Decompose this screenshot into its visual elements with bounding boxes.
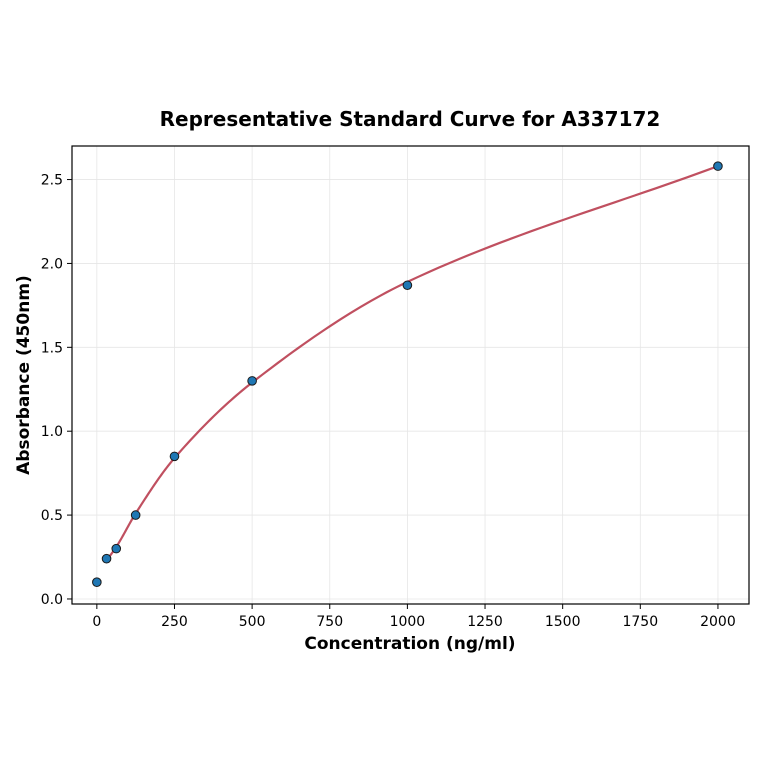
fit-curve-line [105, 165, 719, 562]
chart-title: Representative Standard Curve for A33717… [160, 107, 661, 131]
x-tick-label: 1500 [545, 614, 581, 630]
x-tick-label: 0 [92, 614, 101, 630]
data-point [402, 280, 413, 291]
plot-frame [71, 145, 750, 605]
x-tick-label: 500 [239, 614, 266, 630]
y-tick-label: 0.0 [41, 592, 63, 608]
data-point [247, 376, 257, 386]
y-tick-label: 1.5 [41, 340, 63, 356]
x-tick-label: 250 [161, 614, 188, 630]
x-axis-label: Concentration (ng/ml) [304, 634, 515, 654]
x-tick-label: 1000 [390, 614, 426, 630]
y-tick-label: 1.0 [41, 424, 63, 440]
x-tick-label: 750 [316, 614, 343, 630]
data-point [111, 543, 122, 554]
y-tick-label: 2.5 [41, 173, 63, 189]
data-point [130, 510, 141, 520]
x-tick-label: 2000 [700, 614, 736, 630]
y-tick-label: 2.0 [41, 256, 63, 272]
data-point [92, 577, 102, 587]
x-tick-label: 1750 [622, 614, 658, 630]
y-axis-label: Absorbance (450nm) [14, 275, 34, 475]
data-point [169, 451, 180, 462]
x-tick-label: 1250 [467, 614, 503, 630]
data-point [713, 161, 723, 171]
grid [72, 146, 749, 604]
data-point [101, 553, 112, 564]
y-tick-label: 0.5 [41, 508, 63, 524]
